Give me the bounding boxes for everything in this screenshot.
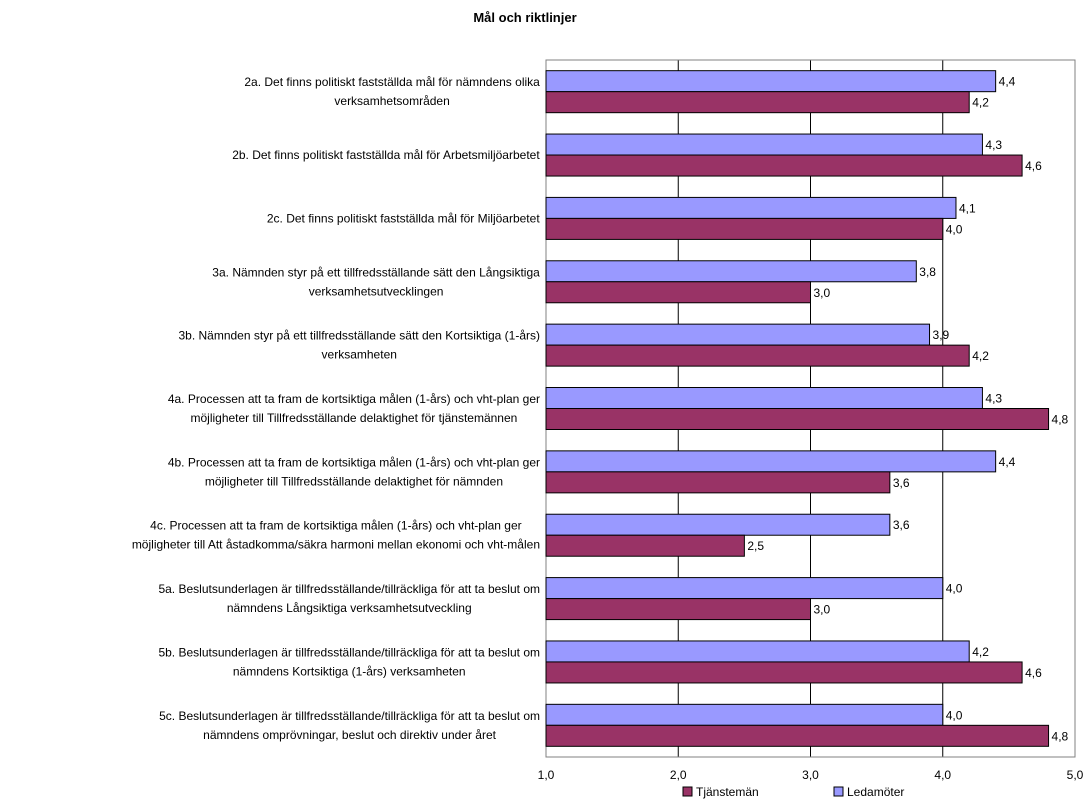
- category-label-line: 4a. Processen att ta fram de kortsiktiga…: [168, 392, 540, 406]
- category-label-line: möjligheter till Att åstadkomma/säkra ha…: [132, 538, 540, 552]
- data-label-tjanstemn: 4,0: [946, 222, 963, 236]
- bar-ledamoter: [545, 513, 891, 536]
- bar-ledamoter: [545, 577, 944, 600]
- data-label-tjanstemn: 4,8: [1052, 729, 1069, 743]
- category-label: 5c. Beslutsunderlagen är tillfredsställa…: [159, 709, 540, 742]
- bar-layer: [545, 70, 1050, 747]
- category-label-line: möjligheter till Tillfredsställande dela…: [190, 411, 517, 425]
- x-tick-label: 2,0: [670, 768, 687, 782]
- category-label-line: nämndens Långsiktiga verksamhetsutveckli…: [227, 601, 472, 615]
- chart-title: Mål och riktlinjer: [473, 10, 576, 25]
- category-label: 5a. Beslutsunderlagen är tillfredsställa…: [158, 582, 540, 615]
- category-label: 5b. Beslutsunderlagen är tillfredsställa…: [158, 645, 540, 678]
- data-label-ledamoter: 4,0: [946, 582, 963, 596]
- category-label: 2a. Det finns politiskt fastställda mål …: [244, 75, 540, 108]
- category-label-line: nämndens omprövningar, beslut och direkt…: [203, 728, 497, 742]
- category-label-line: 2a. Det finns politiskt fastställda mål …: [244, 75, 540, 89]
- category-label: 4a. Processen att ta fram de kortsiktiga…: [168, 392, 540, 425]
- label-layer: 4,4 4,2 4,3 4,6 4,1 4,0 3,8 3,0 3,9 4,2 4,3 4,8 4,4 3…: [747, 75, 1068, 744]
- data-label-ledamoter: 4,3: [985, 392, 1002, 406]
- category-label-line: nämndens Kortsiktiga (1-års) verksamhete…: [233, 664, 466, 678]
- x-tick-label: 5,0: [1067, 768, 1084, 782]
- data-label-tjanstemn: 4,6: [1025, 159, 1042, 173]
- bar-ledamoter: [545, 133, 983, 156]
- bar-tjanstemn: [545, 217, 944, 240]
- category-label: 4b. Processen att ta fram de kortsiktiga…: [168, 455, 540, 488]
- category-label: 3b. Nämnden styr på ett tillfredsställan…: [178, 329, 540, 362]
- bar-tjanstemn: [545, 154, 1023, 177]
- bar-tjanstemn: [545, 598, 811, 621]
- data-label-ledamoter: 4,4: [999, 75, 1016, 89]
- legend-swatch: [682, 786, 693, 797]
- x-tick-label: 1,0: [538, 768, 555, 782]
- bar-tjanstemn: [545, 471, 891, 494]
- data-label-tjanstemn: 3,0: [814, 603, 831, 617]
- data-label-ledamoter: 3,8: [919, 265, 936, 279]
- bar-ledamoter: [545, 640, 970, 663]
- category-label: 2c. Det finns politiskt fastställda mål …: [267, 211, 540, 225]
- data-label-ledamoter: 4,4: [999, 455, 1016, 469]
- category-label-line: 2c. Det finns politiskt fastställda mål …: [267, 211, 540, 225]
- x-axis-tick-labels: 1,0 2,0 3,0 4,0 5,0: [538, 768, 1084, 782]
- data-label-tjanstemn: 3,6: [893, 476, 910, 490]
- category-label-line: 4b. Processen att ta fram de kortsiktiga…: [168, 455, 540, 469]
- x-tick-label: 4,0: [934, 768, 951, 782]
- data-label-tjanstemn: 4,8: [1052, 413, 1069, 427]
- bar-tjanstemn: [545, 281, 811, 304]
- category-label: 3a. Nämnden styr på ett tillfredsställan…: [212, 265, 540, 298]
- legend: Tjänstemän Ledamöter: [682, 785, 904, 799]
- category-label-line: 4c. Processen att ta fram de kortsiktiga…: [150, 519, 522, 533]
- bar-ledamoter: [545, 387, 983, 409]
- bar-ledamoter: [545, 703, 944, 726]
- category-label-line: möjligheter till Tillfredsställande dela…: [205, 474, 503, 488]
- category-label-line: 5c. Beslutsunderlagen är tillfredsställa…: [159, 709, 540, 723]
- data-label-ledamoter: 4,1: [959, 201, 976, 215]
- category-label-line: 5a. Beslutsunderlagen är tillfredsställa…: [158, 582, 540, 596]
- category-label-line: 2b. Det finns politiskt fastställda mål …: [232, 148, 540, 162]
- legend-label: Tjänstemän: [696, 785, 759, 799]
- data-label-tjanstemn: 3,0: [814, 286, 831, 300]
- category-label-line: 3b. Nämnden styr på ett tillfredsställan…: [178, 329, 540, 343]
- bar-tjanstemn: [545, 534, 745, 557]
- data-label-ledamoter: 3,9: [933, 328, 950, 342]
- data-label-tjanstemn: 4,2: [972, 349, 989, 363]
- bar-ledamoter: [545, 323, 931, 346]
- bar-tjanstemn: [545, 724, 1050, 747]
- data-label-ledamoter: 4,2: [972, 645, 989, 659]
- category-label: 2b. Det finns politiskt fastställda mål …: [232, 148, 540, 162]
- data-label-ledamoter: 4,0: [946, 708, 963, 722]
- data-label-tjanstemn: 4,6: [1025, 666, 1042, 680]
- bar-ledamoter: [545, 450, 997, 473]
- category-label-line: verksamheten: [322, 348, 397, 362]
- data-label-tjanstemn: 2,5: [747, 539, 764, 553]
- data-label-ledamoter: 4,3: [985, 138, 1002, 152]
- category-label-line: verksamhetsutvecklingen: [309, 284, 444, 298]
- legend-swatch: [833, 786, 844, 797]
- category-labels: 2a. Det finns politiskt fastställda mål …: [132, 75, 541, 742]
- bar-tjanstemn: [545, 344, 970, 367]
- bar-ledamoter: [545, 260, 917, 283]
- category-label-line: 3a. Nämnden styr på ett tillfredsställan…: [212, 265, 540, 279]
- category-label-line: verksamhetsområden: [334, 94, 449, 108]
- category-label: 4c. Processen att ta fram de kortsiktiga…: [132, 519, 540, 552]
- x-tick-label: 3,0: [802, 768, 819, 782]
- bar-ledamoter: [545, 196, 957, 219]
- data-label-tjanstemn: 4,2: [972, 96, 989, 110]
- legend-label: Ledamöter: [847, 785, 904, 799]
- data-label-ledamoter: 3,6: [893, 518, 910, 532]
- bar-tjanstemn: [545, 408, 1050, 430]
- bar-ledamoter: [545, 70, 997, 93]
- bar-tjanstemn: [545, 91, 970, 114]
- bar-tjanstemn: [545, 661, 1023, 684]
- category-label-line: 5b. Beslutsunderlagen är tillfredsställa…: [158, 645, 540, 659]
